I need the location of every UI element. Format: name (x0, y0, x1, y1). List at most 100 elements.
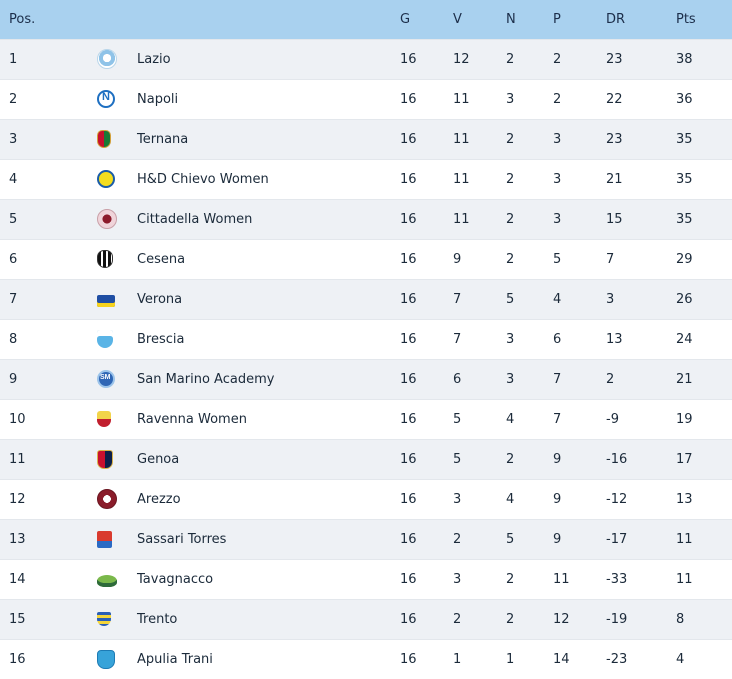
table-row: 15 Trento 16 2 2 12 -19 8 (0, 598, 732, 639)
row-position: 12 (0, 478, 97, 519)
goal-difference-value: 23 (606, 118, 676, 159)
wins-value: 2 (453, 598, 506, 639)
losses-value: 5 (553, 238, 606, 279)
draws-value: 2 (506, 438, 553, 479)
team-name[interactable]: Verona (137, 278, 400, 319)
header-losses[interactable]: P (553, 11, 561, 27)
napoli-crest-icon (97, 90, 115, 108)
team-name[interactable]: Apulia Trani (137, 638, 400, 679)
row-position: 10 (0, 398, 97, 439)
points-value: 4 (676, 638, 732, 679)
sassari-torres-crest-icon (97, 530, 112, 548)
team-name[interactable]: Ternana (137, 118, 400, 159)
points-value: 11 (676, 518, 732, 559)
team-logo-cell (97, 278, 137, 319)
table-header: Pos. G V N P DR Pts (0, 0, 732, 39)
goal-difference-value: -16 (606, 438, 676, 479)
wins-value: 7 (453, 318, 506, 359)
wins-value: 11 (453, 118, 506, 159)
goal-difference-value: -17 (606, 518, 676, 559)
points-value: 24 (676, 318, 732, 359)
team-name[interactable]: Genoa (137, 438, 400, 479)
team-name[interactable]: Arezzo (137, 478, 400, 519)
played-value: 16 (400, 518, 453, 559)
row-position: 4 (0, 158, 97, 199)
team-name[interactable]: Cesena (137, 238, 400, 279)
ravenna-crest-icon (97, 411, 111, 427)
team-name[interactable]: Brescia (137, 318, 400, 359)
draws-value: 2 (506, 558, 553, 599)
team-name[interactable]: San Marino Academy (137, 358, 400, 399)
team-name[interactable]: Tavagnacco (137, 558, 400, 599)
row-position: 3 (0, 118, 97, 159)
goal-difference-value: 22 (606, 78, 676, 119)
points-value: 29 (676, 238, 732, 279)
draws-value: 4 (506, 398, 553, 439)
draws-value: 3 (506, 78, 553, 119)
team-logo-cell (97, 38, 137, 79)
losses-value: 9 (553, 438, 606, 479)
team-name[interactable]: Cittadella Women (137, 198, 400, 239)
played-value: 16 (400, 118, 453, 159)
goal-difference-value: 7 (606, 238, 676, 279)
table-row: 2 Napoli 16 11 3 2 22 36 (0, 78, 732, 119)
wins-value: 2 (453, 518, 506, 559)
points-value: 36 (676, 78, 732, 119)
table-row: 8 Brescia 16 7 3 6 13 24 (0, 318, 732, 359)
row-position: 6 (0, 238, 97, 279)
played-value: 16 (400, 318, 453, 359)
team-name[interactable]: Napoli (137, 78, 400, 119)
wins-value: 1 (453, 638, 506, 679)
goal-difference-value: -23 (606, 638, 676, 679)
team-logo-cell (97, 638, 137, 679)
team-name[interactable]: Trento (137, 598, 400, 639)
wins-value: 11 (453, 78, 506, 119)
ternana-crest-icon (97, 130, 111, 148)
header-wins[interactable]: V (453, 11, 462, 27)
header-played[interactable]: G (400, 11, 411, 27)
points-value: 35 (676, 198, 732, 239)
team-logo-cell (97, 318, 137, 359)
team-logo-cell (97, 198, 137, 239)
table-row: 14 Tavagnacco 16 3 2 11 -33 11 (0, 558, 732, 599)
losses-value: 2 (553, 38, 606, 79)
wins-value: 11 (453, 198, 506, 239)
header-row: Pos. G V N P DR Pts (0, 0, 732, 39)
row-position: 1 (0, 38, 97, 79)
team-name[interactable]: Lazio (137, 38, 400, 79)
points-value: 17 (676, 438, 732, 479)
row-position: 2 (0, 78, 97, 119)
played-value: 16 (400, 78, 453, 119)
table-row: 6 Cesena 16 9 2 5 7 29 (0, 238, 732, 279)
played-value: 16 (400, 438, 453, 479)
losses-value: 4 (553, 278, 606, 319)
draws-value: 3 (506, 318, 553, 359)
header-points[interactable]: Pts (676, 11, 696, 27)
table-row: 5 Cittadella Women 16 11 2 3 15 35 (0, 198, 732, 239)
draws-value: 2 (506, 598, 553, 639)
losses-value: 9 (553, 478, 606, 519)
team-logo-cell (97, 118, 137, 159)
team-name[interactable]: Ravenna Women (137, 398, 400, 439)
team-name[interactable]: H&D Chievo Women (137, 158, 400, 199)
losses-value: 11 (553, 558, 606, 599)
team-name[interactable]: Sassari Torres (137, 518, 400, 559)
played-value: 16 (400, 558, 453, 599)
goal-difference-value: -12 (606, 478, 676, 519)
table-row: 13 Sassari Torres 16 2 5 9 -17 11 (0, 518, 732, 559)
draws-value: 2 (506, 238, 553, 279)
team-logo-cell (97, 358, 137, 399)
played-value: 16 (400, 598, 453, 639)
losses-value: 7 (553, 398, 606, 439)
played-value: 16 (400, 478, 453, 519)
team-logo-cell (97, 438, 137, 479)
losses-value: 6 (553, 318, 606, 359)
team-logo-cell (97, 478, 137, 519)
team-logo-cell (97, 78, 137, 119)
header-draws[interactable]: N (506, 11, 516, 27)
draws-value: 2 (506, 38, 553, 79)
row-position: 16 (0, 638, 97, 679)
row-position: 8 (0, 318, 97, 359)
losses-value: 3 (553, 158, 606, 199)
header-goal-difference[interactable]: DR (606, 11, 626, 27)
